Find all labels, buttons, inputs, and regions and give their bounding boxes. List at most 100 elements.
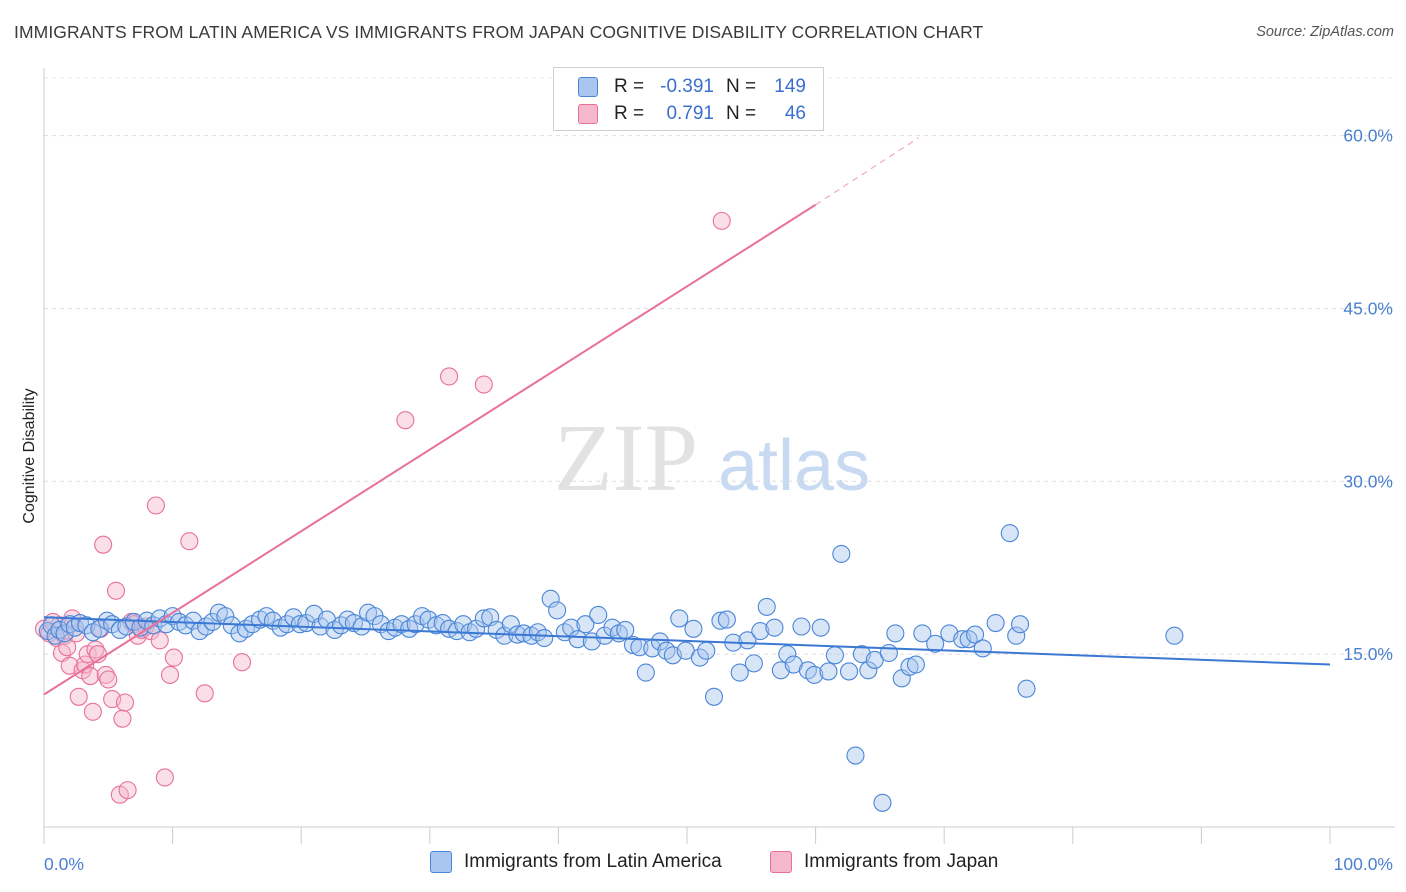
legend-label: Immigrants from Japan (804, 851, 999, 872)
latin-america-point (548, 601, 567, 620)
japan-point (440, 367, 459, 386)
r-label: R = (614, 76, 645, 97)
legend-item-latin-america: Immigrants from Latin America (430, 851, 722, 873)
latin-america-point (501, 615, 520, 634)
japan-point (195, 684, 214, 703)
y-axis-label: Cognitive Disability (21, 388, 38, 523)
latin-america-point (55, 624, 74, 643)
japan-point (396, 411, 415, 430)
japan-point (115, 693, 135, 712)
latin-america-point (616, 620, 635, 640)
blue-swatch (430, 851, 452, 873)
latin-america-point (744, 654, 763, 673)
latin-america-point (711, 611, 730, 630)
japan-point (113, 709, 132, 728)
latin-america-point (290, 615, 309, 634)
japan-point (160, 665, 180, 684)
latin-america-point (650, 632, 670, 651)
latin-america-point (325, 620, 344, 640)
latin-america-point (846, 746, 865, 765)
watermark: ZIP atlas (554, 404, 870, 511)
y-tick-label: 30.0% (1343, 471, 1393, 491)
latin-america-point (576, 615, 595, 634)
latin-america-point (371, 615, 390, 634)
japan-point (76, 655, 95, 674)
japan-point (474, 375, 493, 394)
japan-point (81, 666, 100, 686)
latin-america-point (474, 609, 493, 628)
japan-point (106, 581, 126, 600)
japan-point (232, 653, 252, 672)
latin-america-point (1000, 524, 1019, 543)
y-tick-label: 45.0% (1343, 298, 1393, 318)
n-label: N = (726, 103, 757, 124)
latin-america-point (906, 655, 925, 674)
latin-america-point (717, 610, 736, 629)
latin-america-point (50, 620, 69, 640)
source-label: Source: ZipAtlas.com (1256, 24, 1394, 40)
latin-america-point (805, 665, 824, 684)
correlation-legend: R = -0.391 N = 149 R = 0.791 N = 46 (553, 67, 824, 131)
latin-america-point (986, 613, 1005, 633)
grid (44, 77, 1395, 655)
latin-america-point (738, 631, 757, 650)
latin-america-point (825, 646, 844, 665)
chart-title: IMMIGRANTS FROM LATIN AMERICA VS IMMIGRA… (14, 22, 984, 42)
latin-america-point (886, 624, 905, 643)
latin-america-point (278, 615, 297, 634)
n-label: N = (726, 76, 757, 97)
n-value: 149 (774, 76, 806, 97)
latin-america-point (657, 641, 676, 660)
latin-america-point (765, 618, 784, 637)
japan-points (34, 211, 731, 804)
japan-point (99, 670, 118, 689)
latin-america-point (751, 622, 770, 641)
latin-america-point (873, 793, 892, 812)
pink-swatch (578, 104, 598, 124)
latin-america-point (966, 625, 985, 644)
x-tick-label: 100.0% (1334, 854, 1393, 874)
watermark-zip: ZIP (554, 404, 698, 511)
legend-item-japan: Immigrants from Japan (770, 851, 998, 873)
latin-america-point (792, 617, 811, 636)
r-value: 0.791 (666, 103, 714, 124)
latin-america-point (690, 648, 709, 667)
japan-trend-line (43, 203, 817, 696)
series-legend: Immigrants from Latin America Immigrants… (0, 851, 1406, 877)
latin-america-point (704, 687, 724, 706)
latin-america-point (798, 661, 817, 680)
watermark-atlas: atlas (718, 426, 870, 506)
latin-america-point (832, 544, 851, 563)
latin-america-point (589, 605, 608, 625)
latin-america-point (913, 624, 932, 643)
japan-point (712, 211, 731, 230)
y-tick-label: 60.0% (1343, 126, 1393, 146)
latin-america-point (697, 641, 716, 660)
latin-america-point (1007, 626, 1026, 645)
x-tick-labels: 0.0% 100.0% (44, 854, 1393, 874)
latin-america-point (541, 589, 560, 608)
latin-america-point (1011, 615, 1030, 634)
latin-america-point (684, 619, 703, 638)
axes (43, 68, 1395, 844)
latin-america-point (959, 630, 978, 649)
latin-america-point (757, 597, 776, 616)
latin-america-point (973, 639, 992, 658)
latin-america-point (859, 661, 878, 680)
japan-point (146, 496, 165, 515)
y-tick-labels: 15.0% 30.0% 45.0% 60.0% (1343, 126, 1393, 665)
pink-swatch (770, 851, 792, 873)
japan-point (118, 781, 137, 800)
n-value: 46 (784, 103, 806, 124)
japan-point (180, 532, 199, 551)
r-label: R = (614, 103, 645, 124)
japan-point (155, 768, 174, 787)
trend-lines (43, 137, 1331, 696)
japan-point (150, 631, 169, 650)
legend-row-latin-america: R = -0.391 N = 149 (578, 74, 806, 100)
x-tick-label: 0.0% (44, 854, 84, 874)
latin-america-point (730, 663, 749, 682)
latin-america-point (447, 622, 466, 641)
latin-america-point (400, 619, 419, 638)
